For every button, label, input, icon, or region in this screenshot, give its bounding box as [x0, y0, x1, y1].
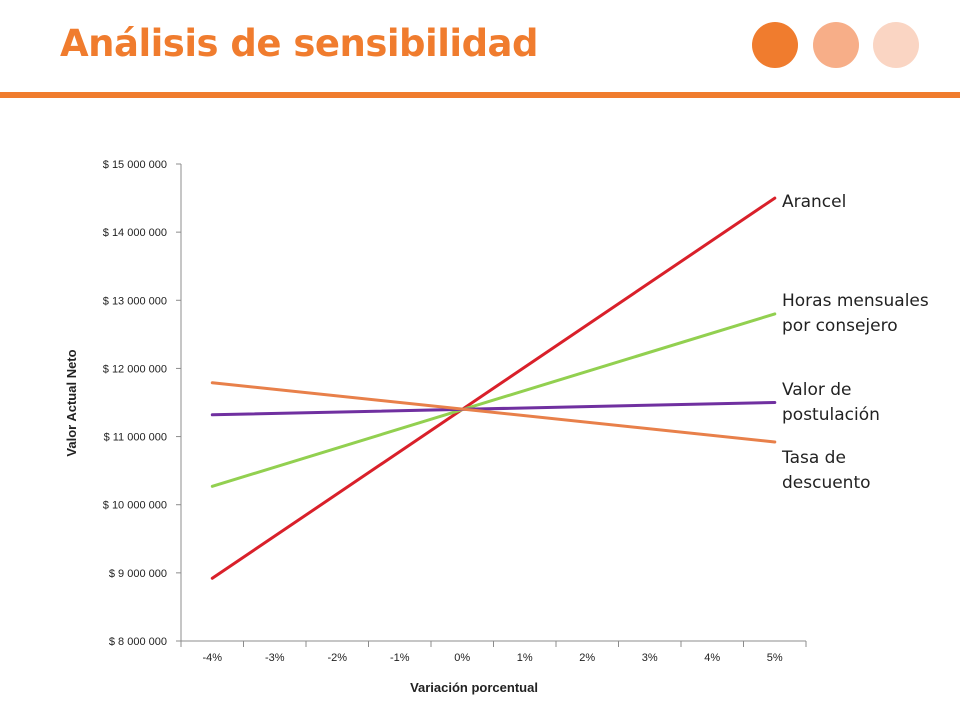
decor-dot-2	[813, 22, 859, 68]
x-axis-label: Variación porcentual	[410, 680, 538, 695]
x-tick-label: 3%	[642, 652, 658, 664]
y-tick-label: $ 8 000 000	[109, 636, 167, 648]
series-label-4: Tasa de descuento	[782, 448, 871, 493]
x-tick-label: 2%	[579, 652, 595, 664]
x-tick-label: 5%	[767, 652, 783, 664]
series-label-3: Valor de postulación	[782, 380, 880, 425]
x-tick-label: 0%	[454, 652, 470, 664]
x-tick-label: -2%	[327, 652, 347, 664]
x-tick-label: 1%	[517, 652, 533, 664]
series-line-3	[210, 401, 777, 417]
x-tick-label: -1%	[390, 652, 410, 664]
series-line-2	[210, 312, 777, 488]
series-label-1: Arancel	[782, 192, 847, 212]
x-tick-label: -3%	[265, 652, 285, 664]
y-tick-label: $ 12 000 000	[103, 363, 167, 375]
y-axis-label: Valor Actual Neto	[64, 349, 79, 456]
series-lines	[210, 196, 777, 580]
x-tick-label: -4%	[202, 652, 222, 664]
decor-dot-3	[873, 22, 919, 68]
x-tick-label: 4%	[704, 652, 720, 664]
y-tick-label: $ 9 000 000	[109, 568, 167, 580]
y-tick-label: $ 13 000 000	[103, 295, 167, 307]
x-axis-ticks: -4% -3% -2% -1% 0% 1% 2% 3% 4% 5%	[180, 641, 807, 664]
slide-title: Análisis de sensibilidad	[60, 22, 539, 65]
series-label-2: Horas mensuales por consejero	[782, 291, 929, 336]
decor-dot-1	[752, 22, 798, 68]
y-axis-ticks: $ 8 000 000 $ 9 000 000 $ 10 000 000 $ 11 0…	[103, 159, 181, 648]
title-accent-bar	[0, 92, 960, 98]
y-tick-label: $ 15 000 000	[103, 159, 167, 171]
y-tick-label: $ 10 000 000	[103, 500, 167, 512]
y-tick-label: $ 11 000 000	[104, 432, 167, 444]
y-tick-label: $ 14 000 000	[103, 227, 167, 239]
series-line-1	[210, 196, 777, 580]
series-line-4	[210, 381, 777, 444]
